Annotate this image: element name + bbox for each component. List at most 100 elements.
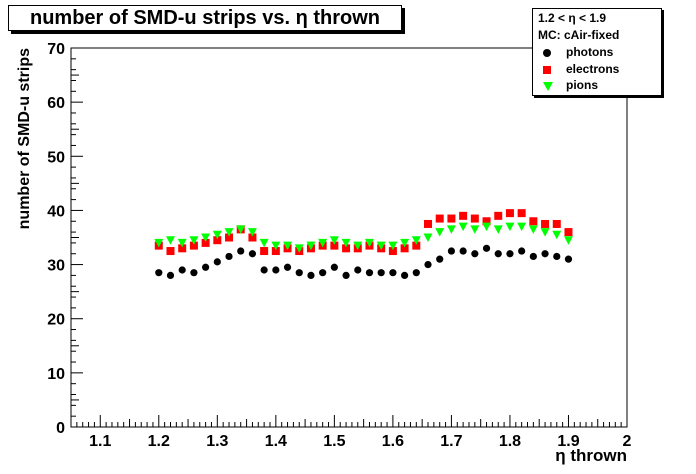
pions-point bbox=[493, 225, 503, 234]
plot-frame bbox=[70, 47, 628, 428]
photons-point bbox=[260, 266, 268, 274]
electrons-point bbox=[248, 233, 257, 242]
pions-point bbox=[482, 222, 492, 232]
photons-point bbox=[155, 269, 163, 277]
photons-point bbox=[377, 269, 385, 277]
legend-entry-photons: photons bbox=[533, 45, 661, 61]
pions-point bbox=[552, 230, 562, 240]
x-tick-label: 1.9 bbox=[557, 433, 579, 450]
photons-point bbox=[471, 250, 479, 258]
photons-point bbox=[330, 263, 338, 271]
pions-point bbox=[411, 236, 421, 245]
photons-point bbox=[436, 255, 444, 263]
photons-point bbox=[541, 250, 549, 258]
electrons-point bbox=[564, 228, 573, 237]
electrons-point bbox=[482, 217, 491, 226]
electrons-point bbox=[494, 211, 503, 220]
legend: 1.2 < η < 1.9 MC: cAir-fixed photons ele… bbox=[532, 8, 662, 96]
photons-point bbox=[272, 266, 280, 274]
electrons-point bbox=[330, 241, 339, 250]
electrons-point bbox=[178, 244, 187, 253]
photons-point bbox=[307, 271, 315, 279]
pions-point bbox=[376, 241, 386, 251]
pions-point bbox=[364, 238, 374, 248]
series-photons bbox=[155, 244, 573, 279]
pions-point bbox=[212, 230, 222, 240]
legend-header-mc: MC: cAir-fixed bbox=[538, 28, 620, 42]
pions-point bbox=[435, 228, 445, 237]
y-tick-label: 10 bbox=[47, 366, 65, 383]
electrons-point bbox=[529, 217, 538, 226]
y-axis-label: number of SMD-u strips bbox=[16, 48, 33, 229]
y-tick-label: 30 bbox=[47, 258, 65, 275]
y-tick-label: 70 bbox=[47, 41, 65, 58]
pions-point bbox=[400, 238, 410, 248]
electrons-point bbox=[412, 241, 421, 250]
photons-point bbox=[412, 269, 420, 277]
pions-point bbox=[528, 225, 538, 234]
x-tick-label: 1.4 bbox=[265, 433, 287, 450]
pions-point bbox=[353, 241, 363, 251]
pions-point bbox=[177, 238, 187, 248]
photons-point bbox=[295, 269, 303, 277]
photons-point bbox=[553, 252, 561, 261]
photons-point bbox=[354, 266, 362, 274]
pions-point bbox=[423, 233, 433, 242]
electrons-point bbox=[541, 219, 550, 228]
photons-point bbox=[424, 260, 432, 269]
photons-point bbox=[447, 247, 456, 255]
y-tick-label: 50 bbox=[47, 149, 65, 166]
pions-point bbox=[294, 244, 304, 253]
electrons-point bbox=[260, 247, 269, 256]
electrons-point bbox=[470, 214, 479, 223]
photons-point bbox=[178, 266, 186, 274]
legend-entry-pions: pions bbox=[533, 78, 661, 94]
photons-point bbox=[459, 247, 467, 255]
y-tick-label: 20 bbox=[47, 312, 65, 329]
electrons-point bbox=[400, 244, 409, 253]
legend-label-photons: photons bbox=[566, 45, 614, 59]
x-tick-label: 1.2 bbox=[148, 433, 170, 450]
pions-point bbox=[247, 228, 257, 237]
photons-point bbox=[564, 255, 573, 263]
series-pions bbox=[154, 222, 573, 253]
photons-point bbox=[529, 252, 537, 261]
pions-point bbox=[165, 236, 175, 245]
electrons-point bbox=[271, 247, 280, 256]
legend-label-electrons: electrons bbox=[566, 62, 620, 76]
electrons-point bbox=[166, 247, 175, 256]
pions-point bbox=[201, 233, 211, 242]
x-axis-label: η thrown bbox=[555, 446, 627, 465]
photons-point bbox=[237, 247, 245, 255]
electrons-point bbox=[447, 214, 456, 223]
photons-point bbox=[202, 263, 210, 271]
electrons-point bbox=[213, 236, 222, 245]
pions-point bbox=[271, 241, 281, 251]
x-tick-label: 1.7 bbox=[440, 433, 462, 450]
pions-point bbox=[446, 225, 456, 234]
x-tick-label: 1.1 bbox=[89, 433, 111, 450]
legend-header-eta-range: 1.2 < η < 1.9 bbox=[538, 11, 607, 25]
legend-marker-photons bbox=[543, 49, 551, 57]
pions-point bbox=[318, 238, 328, 248]
pions-point bbox=[470, 225, 480, 234]
electrons-point bbox=[189, 241, 198, 250]
photons-point bbox=[283, 263, 292, 271]
pions-point bbox=[505, 222, 515, 232]
photons-point bbox=[319, 269, 327, 277]
electrons-point bbox=[225, 233, 234, 242]
photons-point bbox=[248, 250, 257, 258]
pions-point bbox=[517, 222, 527, 232]
photons-point bbox=[213, 258, 221, 266]
photons-point bbox=[494, 250, 502, 258]
electrons-point bbox=[424, 219, 433, 228]
pions-point bbox=[341, 238, 351, 248]
electrons-point bbox=[505, 209, 514, 218]
photons-point bbox=[506, 250, 514, 258]
photons-point bbox=[365, 269, 374, 277]
pions-point bbox=[458, 222, 468, 232]
y-tick-label: 60 bbox=[47, 95, 65, 112]
pions-point bbox=[154, 238, 164, 248]
photons-point bbox=[482, 244, 491, 252]
